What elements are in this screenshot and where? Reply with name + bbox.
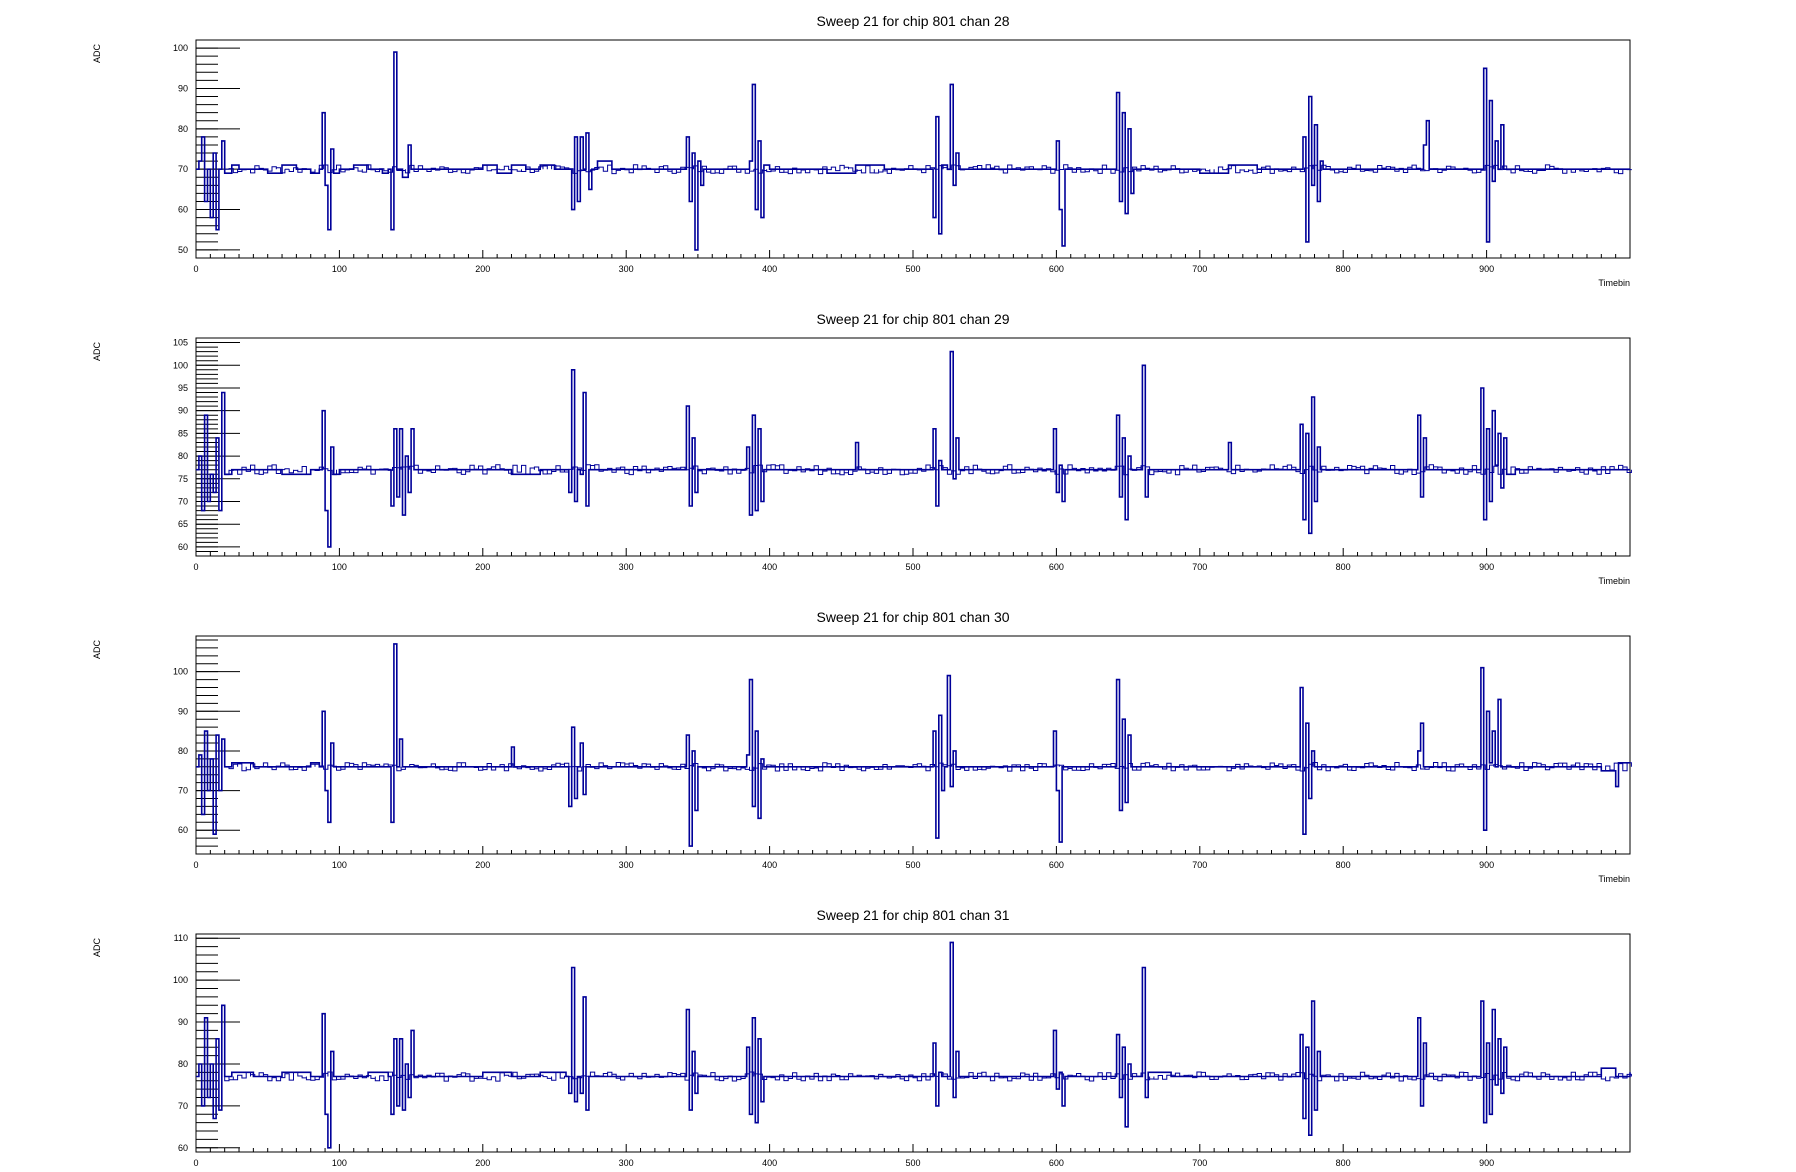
- series-noise-0: [224, 1071, 1632, 1082]
- series-noise-0: [224, 762, 1632, 772]
- x-tick-label: 600: [1049, 1158, 1064, 1168]
- x-tick-label: 700: [1192, 562, 1207, 572]
- x-tick-label: 200: [475, 860, 490, 870]
- x-tick-label: 500: [905, 1158, 920, 1168]
- chart-title: Sweep 21 for chip 801 chan 29: [816, 311, 1009, 327]
- series-line-0: [196, 350, 1630, 548]
- x-tick-label: 300: [619, 562, 634, 572]
- series-noise-0: [224, 164, 1632, 175]
- x-tick-label: 600: [1049, 860, 1064, 870]
- y-tick-label: 80: [178, 451, 188, 461]
- chart-title: Sweep 21 for chip 801 chan 28: [816, 13, 1009, 29]
- x-tick-label: 0: [193, 1158, 198, 1168]
- y-tick-label: 100: [173, 43, 188, 53]
- y-axis-label: ADC: [92, 640, 102, 660]
- x-tick-label: 100: [332, 860, 347, 870]
- x-axis-label: Timebin: [1598, 874, 1630, 884]
- y-tick-label: 100: [173, 975, 188, 985]
- y-tick-label: 110: [174, 933, 188, 943]
- y-tick-label: 80: [178, 1059, 188, 1069]
- y-tick-label: 80: [178, 124, 188, 134]
- chart-panel-1: Sweep 21 for chip 801 chan 29 60 65 70 75 80 8…: [92, 311, 1632, 586]
- x-tick-label: 0: [193, 860, 198, 870]
- x-tick-label: 600: [1049, 264, 1064, 274]
- x-tick-label: 700: [1192, 264, 1207, 274]
- x-tick-label: 200: [475, 264, 490, 274]
- series-line-0: [196, 51, 1630, 251]
- x-tick-label: 100: [332, 1158, 347, 1168]
- chart-panel-2: Sweep 21 for chip 801 chan 30 60 70 80 90 100…: [92, 609, 1632, 884]
- y-tick-label: 85: [178, 428, 188, 438]
- y-tick-label: 60: [178, 825, 188, 835]
- y-tick-label: 100: [173, 667, 188, 677]
- y-tick-label: 65: [178, 519, 188, 529]
- y-tick-label: 70: [178, 164, 188, 174]
- x-tick-label: 800: [1336, 264, 1351, 274]
- y-tick-label: 70: [178, 786, 188, 796]
- x-tick-label: 900: [1479, 264, 1494, 274]
- y-tick-label: 50: [178, 245, 188, 255]
- y-axis-label: ADC: [92, 938, 102, 958]
- x-tick-label: 200: [475, 1158, 490, 1168]
- x-tick-label: 800: [1336, 860, 1351, 870]
- x-tick-label: 500: [905, 860, 920, 870]
- plot-frame: [195, 635, 1631, 855]
- y-tick-label: 60: [178, 205, 188, 215]
- x-tick-label: 900: [1479, 1158, 1494, 1168]
- x-tick-label: 500: [905, 562, 920, 572]
- x-tick-label: 500: [905, 264, 920, 274]
- x-tick-label: 400: [762, 562, 777, 572]
- y-tick-label: 95: [178, 383, 188, 393]
- series-line-0: [196, 941, 1631, 1149]
- y-tick-label: 100: [173, 360, 188, 370]
- x-tick-label: 0: [193, 562, 198, 572]
- y-axis-label: ADC: [92, 44, 102, 64]
- x-tick-label: 300: [619, 860, 634, 870]
- x-tick-label: 600: [1049, 562, 1064, 572]
- x-tick-label: 400: [762, 1158, 777, 1168]
- x-tick-label: 700: [1192, 860, 1207, 870]
- y-tick-label: 90: [178, 1017, 188, 1027]
- chart-title: Sweep 21 for chip 801 chan 30: [816, 609, 1009, 625]
- x-tick-label: 300: [619, 264, 634, 274]
- series-noise-0: [224, 464, 1632, 476]
- x-tick-label: 800: [1336, 1158, 1351, 1168]
- y-tick-label: 90: [178, 83, 188, 93]
- chart-panel-0: Sweep 21 for chip 801 chan 28 50 60 70 80 90 1…: [92, 13, 1632, 288]
- x-tick-label: 0: [193, 264, 198, 274]
- x-tick-label: 400: [762, 264, 777, 274]
- x-tick-label: 700: [1192, 1158, 1207, 1168]
- y-tick-label: 70: [178, 497, 188, 507]
- x-tick-label: 800: [1336, 562, 1351, 572]
- x-axis-label: Timebin: [1598, 576, 1630, 586]
- y-tick-label: 70: [178, 1101, 188, 1111]
- y-tick-label: 75: [178, 474, 188, 484]
- chart-panel-3: Sweep 21 for chip 801 chan 31 60 70 80 90 100…: [92, 907, 1632, 1168]
- y-tick-label: 60: [178, 1143, 188, 1153]
- x-tick-label: 100: [332, 562, 347, 572]
- x-axis-label: Timebin: [1598, 278, 1630, 288]
- x-tick-label: 400: [762, 860, 777, 870]
- y-tick-label: 60: [178, 542, 188, 552]
- series-line-0: [196, 643, 1630, 847]
- y-tick-label: 90: [178, 406, 188, 416]
- chart-title: Sweep 21 for chip 801 chan 31: [816, 907, 1009, 923]
- x-tick-label: 300: [619, 1158, 634, 1168]
- y-tick-label: 80: [178, 746, 188, 756]
- x-tick-label: 100: [332, 264, 347, 274]
- y-tick-label: 105: [173, 338, 188, 348]
- y-tick-label: 90: [178, 706, 188, 716]
- x-tick-label: 200: [475, 562, 490, 572]
- y-axis-label: ADC: [92, 342, 102, 362]
- x-tick-label: 900: [1479, 860, 1494, 870]
- x-tick-label: 900: [1479, 562, 1494, 572]
